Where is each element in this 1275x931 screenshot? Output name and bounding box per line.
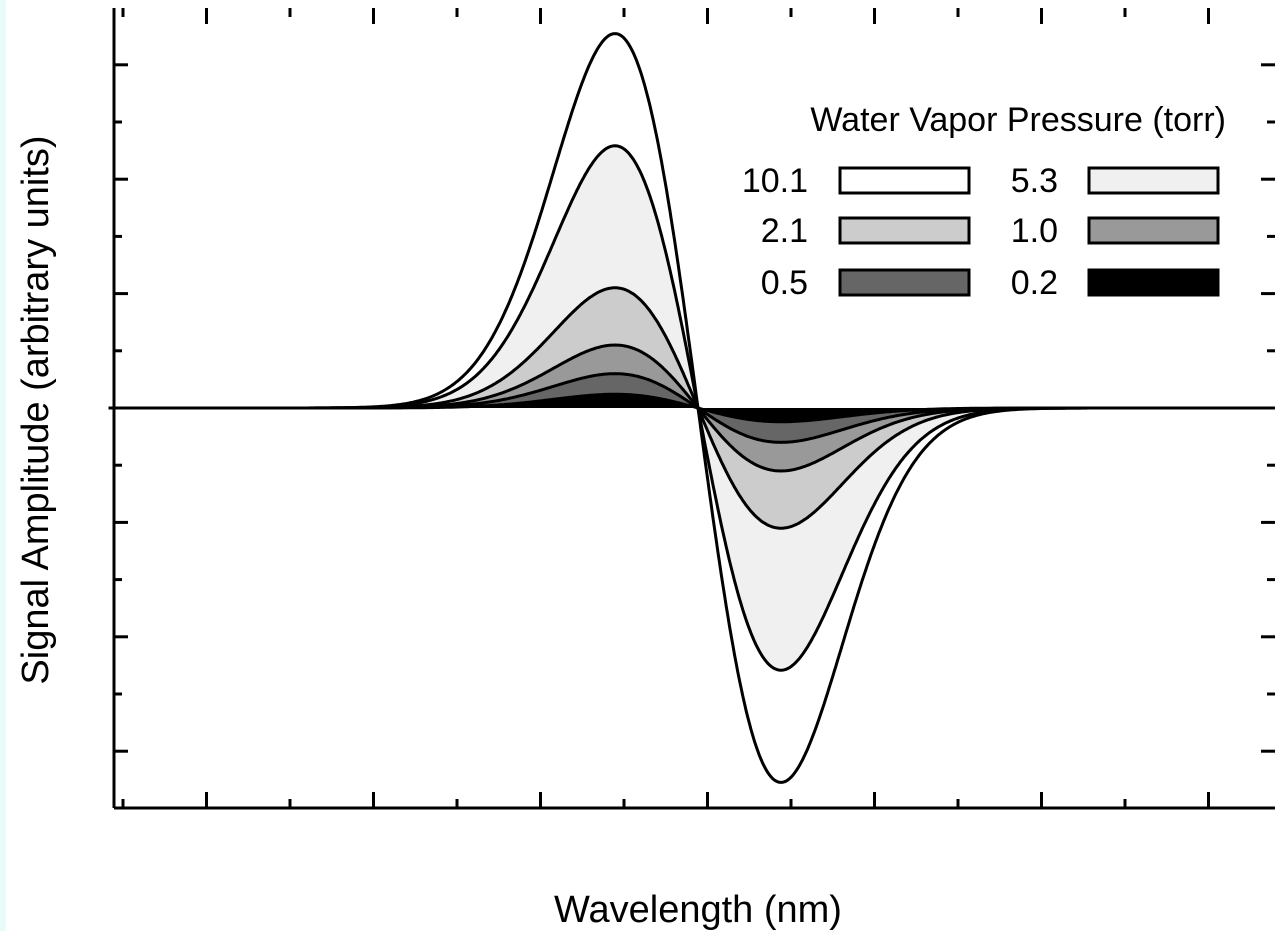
series-areas bbox=[108, 33, 1275, 783]
y-axis-label: Signal Amplitude (arbitrary units) bbox=[15, 135, 57, 684]
chart-stage: Wavelength (nm) Signal Amplitude (arbitr… bbox=[6, 0, 1275, 931]
legend-swatch-0.2 bbox=[1087, 268, 1220, 297]
legend-title: Water Vapor Pressure (torr) bbox=[810, 101, 1226, 139]
series-lines bbox=[108, 32, 1275, 784]
series-line-0.2 bbox=[108, 392, 1275, 424]
legend-swatch-5.3 bbox=[1087, 166, 1220, 195]
axes bbox=[112, 8, 1275, 810]
legend-label-0.5: 0.5 bbox=[761, 264, 808, 302]
legend-label-2.1: 2.1 bbox=[761, 212, 808, 250]
legend: Water Vapor Pressure (torr) 10.1 5.3 2.1 1.… bbox=[742, 101, 1226, 302]
legend-swatch-10.1 bbox=[838, 166, 971, 195]
legend-label-0.2: 0.2 bbox=[1011, 264, 1058, 302]
legend-swatch-1.0 bbox=[1087, 216, 1220, 245]
legend-swatch-2.1 bbox=[838, 216, 971, 245]
x-axis-label: Wavelength (nm) bbox=[554, 889, 842, 931]
legend-label-5.3: 5.3 bbox=[1011, 162, 1058, 200]
legend-swatch-0.5 bbox=[838, 268, 971, 297]
legend-label-10.1: 10.1 bbox=[742, 162, 808, 200]
chart-svg: Wavelength (nm) Signal Amplitude (arbitr… bbox=[15, 8, 1275, 931]
series-area-0.2 bbox=[108, 394, 1275, 422]
legend-label-1.0: 1.0 bbox=[1011, 212, 1058, 250]
